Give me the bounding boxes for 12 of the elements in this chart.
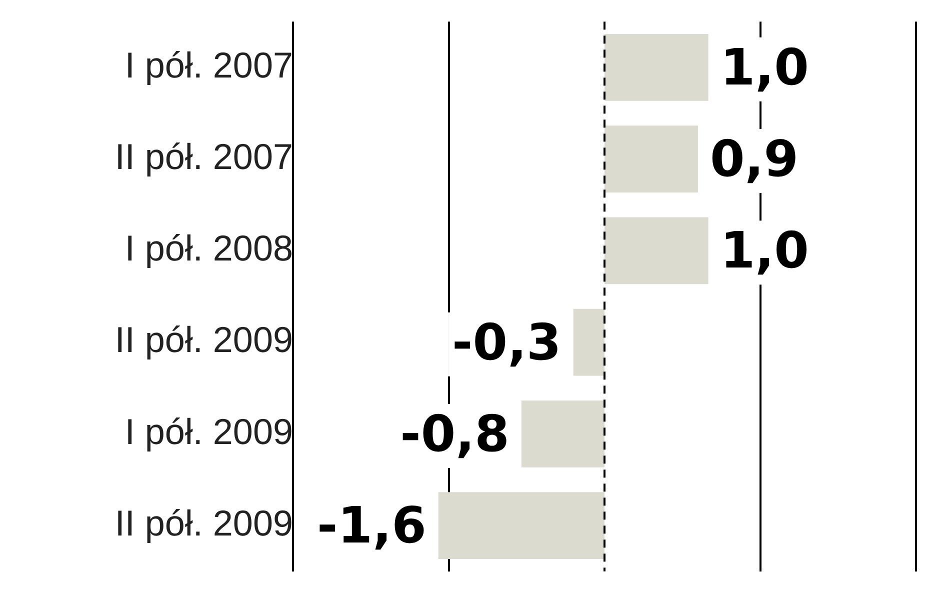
data-label: -0,8 (400, 404, 510, 463)
data-label: 1,0 (720, 222, 809, 280)
data-label: -0,3 (452, 313, 562, 372)
data-label: 0,9 (710, 130, 799, 188)
y-tick-label: II pół. 2009 (114, 502, 293, 544)
data-label: -1,6 (317, 496, 426, 555)
y-tick-label: II pół. 2009 (114, 319, 293, 360)
y-tick-label: I pół. 2007 (124, 44, 293, 86)
data-label: 1,0 (720, 38, 809, 96)
y-tick-label: II pół. 2007 (114, 136, 293, 177)
y-tick-label: I pół. 2008 (124, 228, 293, 269)
y-tick-label: I pół. 2009 (124, 410, 293, 452)
